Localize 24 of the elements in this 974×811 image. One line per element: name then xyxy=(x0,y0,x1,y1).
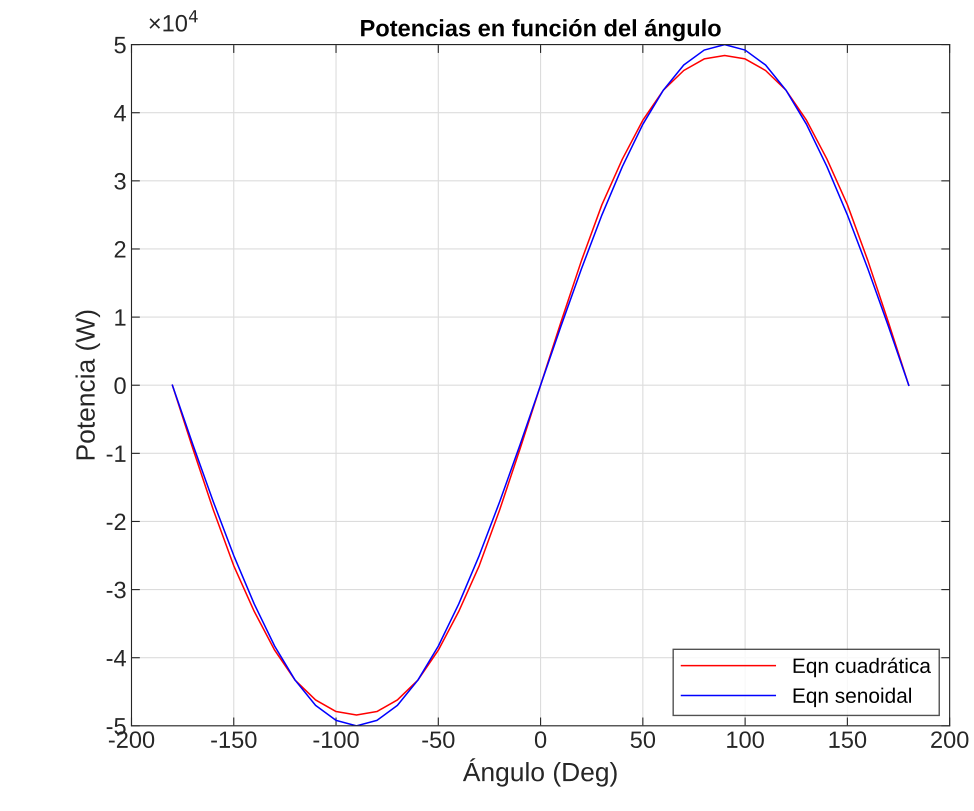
text: ×10$^{4}$ xyxy=(149,10,198,32)
y-tick-label: 0 xyxy=(114,377,126,394)
y-tick-label: -2 xyxy=(106,514,126,530)
x-tick-label: -100 xyxy=(313,731,359,748)
x-tick-label: 100 xyxy=(727,731,764,748)
x-tick-label: -150 xyxy=(211,731,256,748)
x-axis-title: Ángulo (Deg) xyxy=(462,758,617,787)
x-tick-label: 50 xyxy=(630,731,656,748)
y-tick-label: 2 xyxy=(114,241,126,258)
y-tick-label: -1 xyxy=(106,446,126,462)
y-tick-label: -3 xyxy=(106,582,126,598)
y-axis-title: Potencia (W) xyxy=(75,310,100,460)
legend-label: Eqn cuadrática xyxy=(794,658,931,678)
y-tick-label: 1 xyxy=(115,309,126,326)
chart-title: Potencias en función del ángulo xyxy=(361,18,721,42)
x-tick-label: 200 xyxy=(931,731,968,748)
x-tick-label: -50 xyxy=(422,731,454,748)
x-tick-label: 150 xyxy=(829,731,866,748)
x-tick-label: 0 xyxy=(534,731,546,748)
y-tick-label: 4 xyxy=(114,105,126,122)
y-tick-label: 5 xyxy=(114,36,126,54)
y-tick-label: 3 xyxy=(114,172,126,190)
legend-label: Eqn senoidal xyxy=(794,688,911,708)
y-tick-label: -4 xyxy=(106,650,126,666)
